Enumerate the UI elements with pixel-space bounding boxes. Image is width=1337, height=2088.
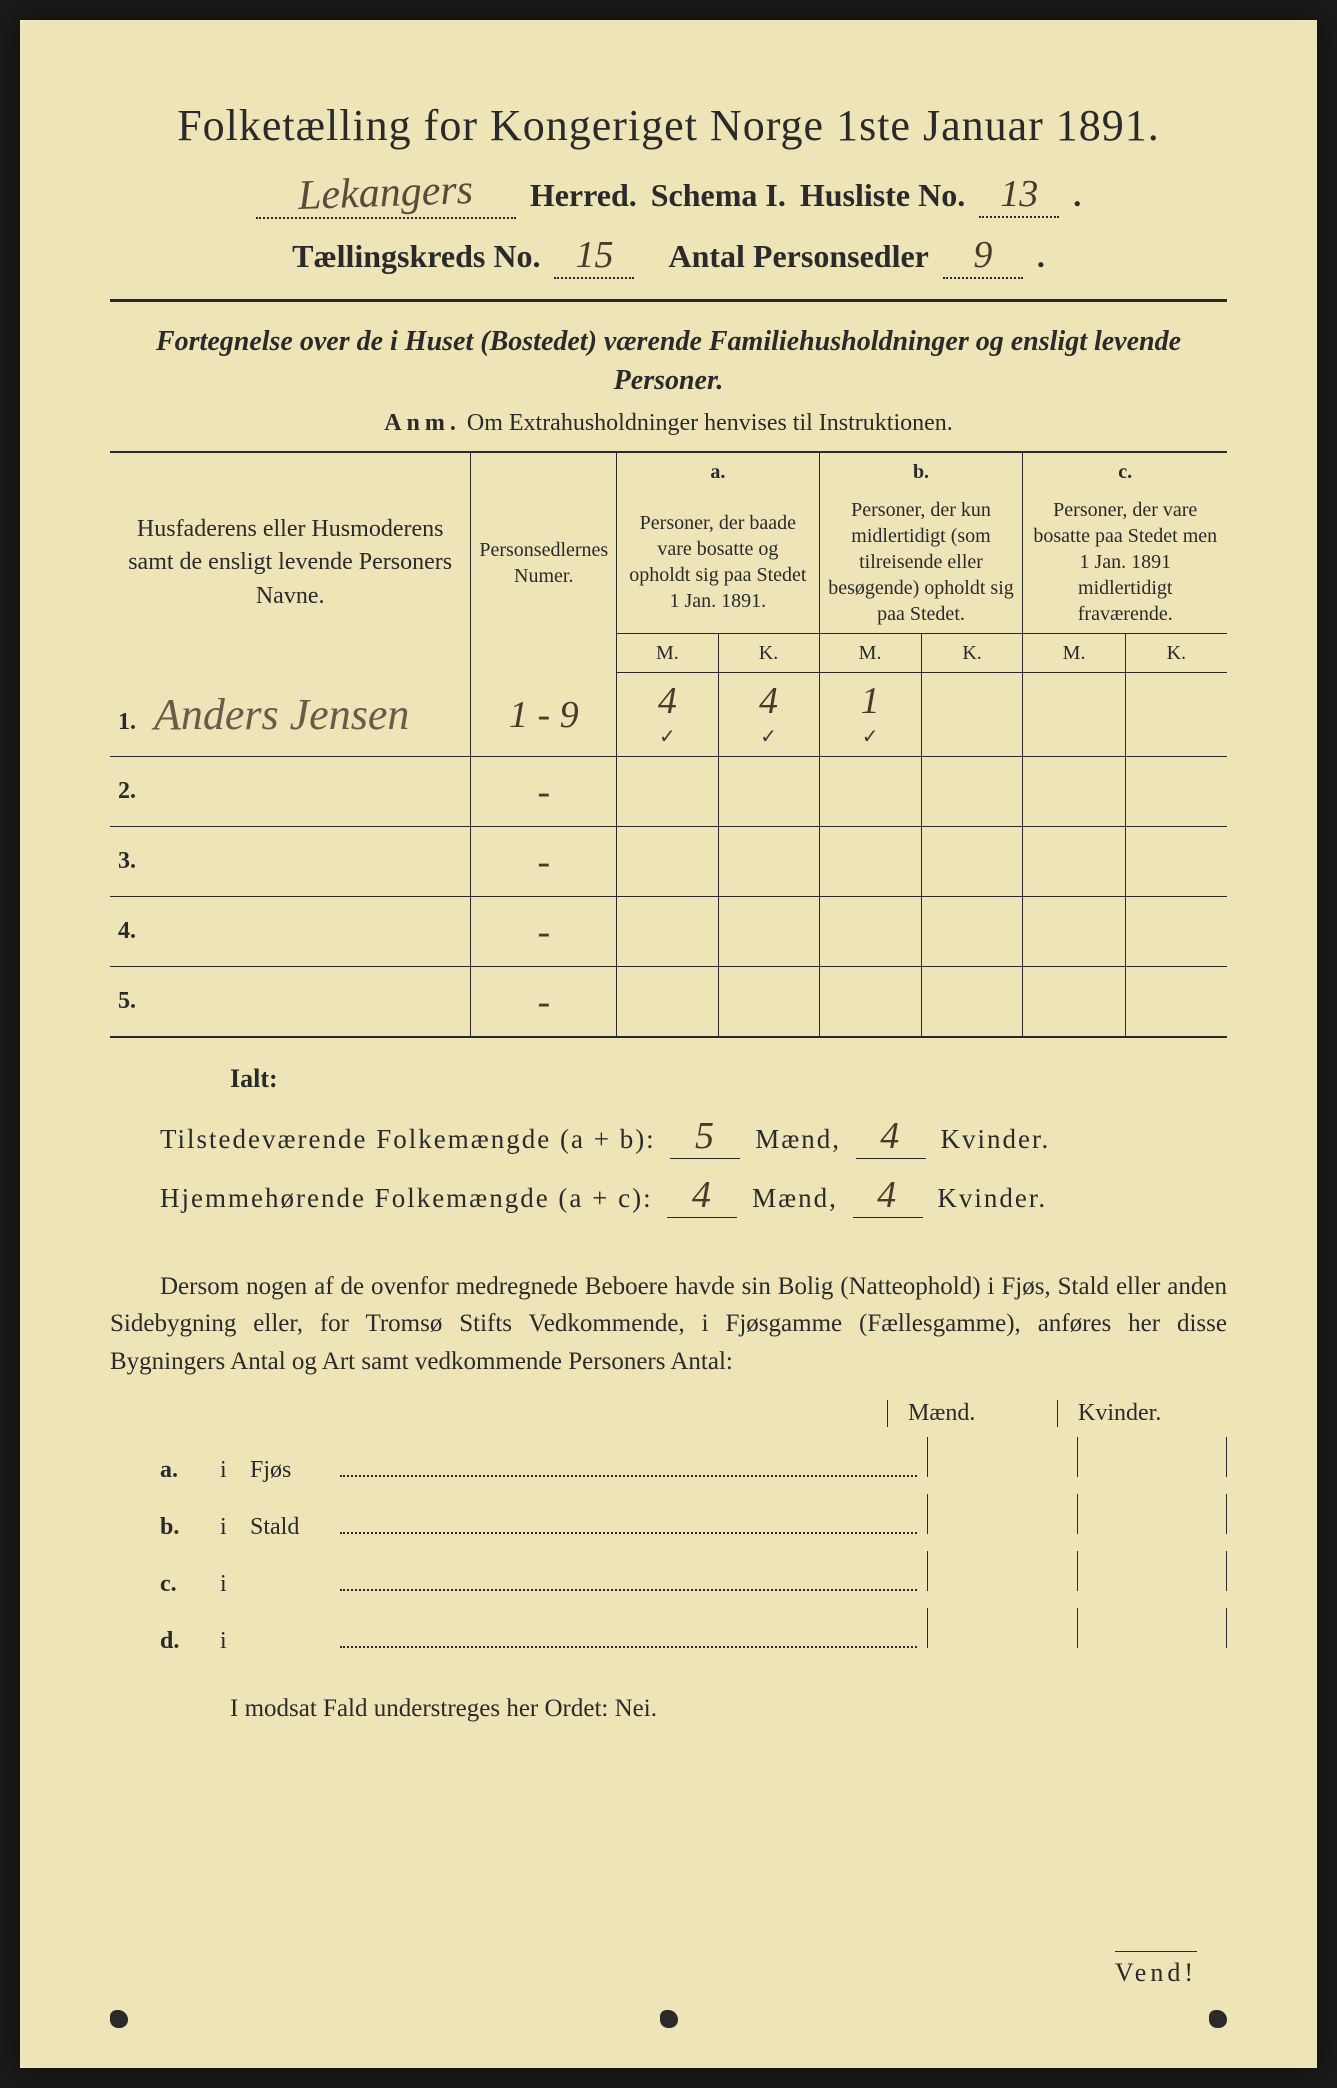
kreds-label: Tællingskreds No. [292, 238, 540, 275]
cell-c_m [1023, 967, 1125, 1037]
a-k: K. [718, 634, 819, 673]
summary-line-1: Tilstedeværende Folkemængde (a + b): 5 M… [160, 1114, 1227, 1159]
cell-numer: - [471, 827, 617, 897]
b-k: K. [921, 634, 1023, 673]
cell-a_k: 4✓ [718, 673, 819, 757]
cell-b_m [819, 967, 921, 1037]
page-title: Folketælling for Kongeriget Norge 1ste J… [110, 100, 1227, 151]
maend-header: Mænd. [887, 1400, 1017, 1427]
nei-line: I modsat Fald understreges her Ordet: Ne… [230, 1695, 1227, 1723]
name-cell: 2. [110, 757, 471, 827]
cell-c_k [1125, 673, 1227, 757]
cell-b_k [921, 967, 1023, 1037]
instruction-paragraph: Dersom nogen af de ovenfor medregnede Be… [110, 1268, 1227, 1381]
cell-b_k [921, 757, 1023, 827]
kvinder-header: Kvinder. [1057, 1400, 1187, 1427]
subtitle: Fortegnelse over de i Huset (Bostedet) v… [110, 322, 1227, 400]
name-cell: 4. [110, 897, 471, 967]
header-line-1: Lekangers Herred. Schema I. Husliste No.… [110, 169, 1227, 219]
c-k: K. [1125, 634, 1227, 673]
antal-value: 9 [973, 234, 992, 276]
col-c-text: Personer, der vare bosatte paa Stedet me… [1023, 491, 1227, 634]
building-row: d.i [160, 1608, 1227, 1655]
cell-a_k [718, 827, 819, 897]
a-m: M. [617, 634, 718, 673]
husliste-field: 13 [979, 172, 1059, 218]
herred-value: Lekangers [298, 166, 475, 220]
anm-label: Anm. [384, 410, 461, 436]
ialt-label: Ialt: [230, 1064, 1227, 1094]
census-table: Husfaderens eller Husmoderens samt de en… [110, 451, 1227, 1038]
cell-numer: 1 - 9 [471, 673, 617, 757]
mk-column-header: Mænd. Kvinder. [110, 1400, 1227, 1427]
c-m: M. [1023, 634, 1125, 673]
cell-numer: - [471, 967, 617, 1037]
cell-a_m [617, 897, 718, 967]
b-m: M. [819, 634, 921, 673]
building-list: a.iFjøs b.iStald c.i d.i [160, 1437, 1227, 1655]
table-row: 5. - [110, 967, 1227, 1037]
antal-field: 9 [943, 233, 1023, 279]
name-cell: 1. Anders Jensen [110, 673, 471, 757]
cell-c_m [1023, 827, 1125, 897]
col-a-label: a. [617, 452, 819, 491]
summary-line-2: Hjemmehørende Folkemængde (a + c): 4 Mæn… [160, 1173, 1227, 1218]
cell-a_k [718, 757, 819, 827]
cell-a_m [617, 757, 718, 827]
table-row: 4. - [110, 897, 1227, 967]
col-name-header: Husfaderens eller Husmoderens samt de en… [110, 452, 471, 673]
cell-b_m [819, 897, 921, 967]
cell-c_m [1023, 757, 1125, 827]
cell-b_m: 1✓ [819, 673, 921, 757]
punch-hole-icon [660, 2010, 678, 2028]
cell-c_k [1125, 757, 1227, 827]
cell-c_k [1125, 967, 1227, 1037]
herred-label: Herred. [530, 177, 637, 214]
antal-label: Antal Personsedler [668, 238, 928, 275]
husliste-label: Husliste No. [800, 177, 965, 214]
cell-numer: - [471, 757, 617, 827]
cell-b_k [921, 827, 1023, 897]
husliste-value: 13 [1000, 173, 1038, 215]
cell-a_m [617, 967, 718, 1037]
col-c-label: c. [1023, 452, 1227, 491]
cell-b_k [921, 897, 1023, 967]
herred-field: Lekangers [256, 169, 516, 219]
kreds-value: 15 [575, 234, 613, 276]
name-cell: 5. [110, 967, 471, 1037]
cell-c_m [1023, 897, 1125, 967]
building-row: b.iStald [160, 1494, 1227, 1541]
anm-line: Anm. Om Extrahusholdninger henvises til … [110, 410, 1227, 437]
header-line-2: Tællingskreds No. 15 Antal Personsedler … [110, 233, 1227, 279]
table-row: 1. Anders Jensen1 - 94✓4✓1✓ [110, 673, 1227, 757]
cell-b_k [921, 673, 1023, 757]
cell-b_m [819, 757, 921, 827]
anm-text: Om Extrahusholdninger henvises til Instr… [467, 410, 953, 436]
cell-numer: - [471, 897, 617, 967]
table-row: 2. - [110, 757, 1227, 827]
punch-hole-icon [110, 2010, 128, 2028]
schema-label: Schema I. [651, 177, 786, 214]
cell-a_k [718, 967, 819, 1037]
cell-c_k [1125, 827, 1227, 897]
building-row: c.i [160, 1551, 1227, 1598]
cell-a_m: 4✓ [617, 673, 718, 757]
cell-c_k [1125, 897, 1227, 967]
col-b-text: Personer, der kun midlertidigt (som tilr… [819, 491, 1023, 634]
vend-label: Vend! [1115, 1951, 1197, 1988]
cell-a_k [718, 897, 819, 967]
cell-b_m [819, 827, 921, 897]
census-form-page: Folketælling for Kongeriget Norge 1ste J… [20, 20, 1317, 2068]
name-cell: 3. [110, 827, 471, 897]
divider [110, 299, 1227, 302]
punch-hole-icon [1209, 2010, 1227, 2028]
col-numer-header: Personsedlernes Numer. [471, 452, 617, 673]
kreds-field: 15 [554, 233, 634, 279]
cell-a_m [617, 827, 718, 897]
table-row: 3. - [110, 827, 1227, 897]
cell-c_m [1023, 673, 1125, 757]
col-b-label: b. [819, 452, 1023, 491]
building-row: a.iFjøs [160, 1437, 1227, 1484]
col-a-text: Personer, der baade vare bosatte og opho… [617, 491, 819, 634]
